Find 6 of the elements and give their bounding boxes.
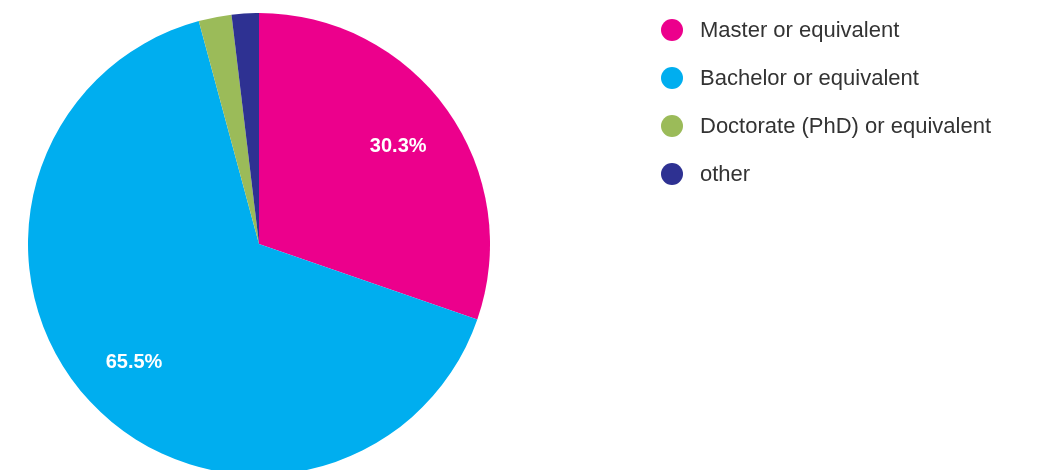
legend-label: Master or equivalent (700, 17, 900, 43)
legend-label: other (700, 161, 751, 187)
legend-label: Doctorate (PhD) or equivalent (700, 113, 992, 139)
legend-label: Bachelor or equivalent (700, 65, 919, 91)
data-label: 30.3% (369, 133, 427, 156)
data-label: 65.5% (105, 349, 163, 372)
